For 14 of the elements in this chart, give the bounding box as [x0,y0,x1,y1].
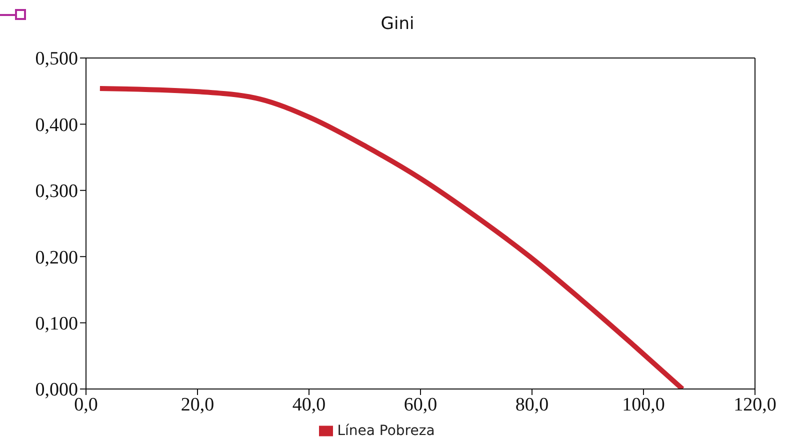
x-tick-label: 120,0 [734,394,776,416]
y-tick-label: 0,500 [35,48,78,70]
x-tick-label: 0,0 [74,394,98,416]
x-tick-label: 100,0 [622,394,665,416]
y-tick-label: 0,300 [35,181,78,202]
y-tick-label: 0,200 [35,247,78,268]
y-tick-label: 0,400 [35,114,78,136]
y-tick-label: 0,100 [35,314,78,335]
x-tick-label: 80,0 [515,394,549,416]
x-tick-label: 20,0 [180,394,214,416]
legend-label: Línea Pobreza [337,423,435,439]
x-tick-label: 60,0 [404,394,438,416]
chart-title: Gini [380,14,416,34]
x-tick-label: 40,0 [292,394,326,416]
